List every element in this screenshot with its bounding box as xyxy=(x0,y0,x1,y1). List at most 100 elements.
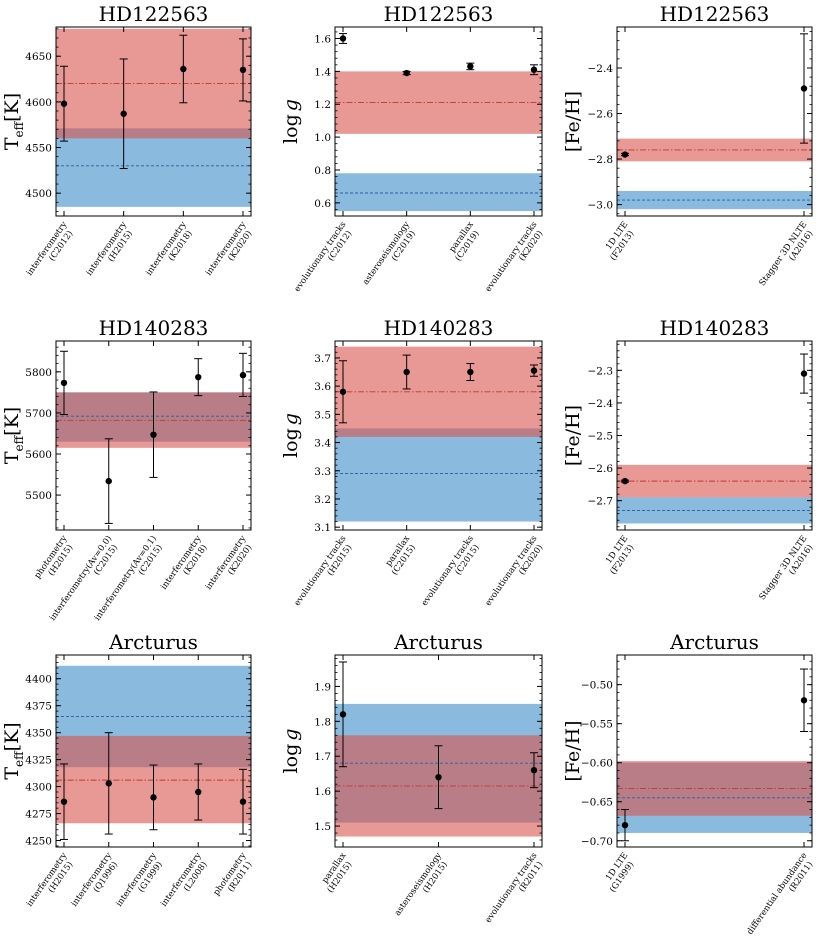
y-tick-label: −2.4 xyxy=(588,63,614,75)
y-tick-label: −2.8 xyxy=(588,154,614,166)
y-label-g: g xyxy=(280,729,302,741)
y-tick-label: 4400 xyxy=(25,674,52,686)
data-point xyxy=(403,368,410,376)
y-label-unit: [K] xyxy=(1,407,23,436)
y-label-unit: [K] xyxy=(1,93,23,122)
data-point xyxy=(150,794,157,801)
y-label-log: log xyxy=(280,428,302,458)
y-tick-label: 1.5 xyxy=(314,821,331,833)
panel-6: −2.7 −2.6 −2.5 −2.4 −2.3 1D LTE(F2013) Stagger… xyxy=(562,316,815,602)
y-axis-label: log g xyxy=(280,413,302,458)
y-tick-label: −2.6 xyxy=(588,109,614,121)
x-tick-label: photometry(H2015) xyxy=(33,534,78,587)
y-label-sub: eff xyxy=(12,750,26,767)
y-tick-label: −2.5 xyxy=(588,431,614,443)
y-axis-label: Teff[K] xyxy=(1,722,26,779)
x-tick-label: evolutionary tracks(H2015) xyxy=(292,534,356,614)
y-tick-label: 1.2 xyxy=(314,99,331,111)
y-tick-label: −2.3 xyxy=(588,365,614,377)
x-tick-label: interferometry(K2020) xyxy=(204,534,257,598)
panel-4: 5500 5600 5700 5800 photometry(H2015) interfe… xyxy=(1,316,257,623)
axes-frame xyxy=(616,654,813,848)
panel-3: −3.0 −2.8 −2.6 −2.4 1D LTE(F2013) Stagger 3D … xyxy=(562,2,815,288)
x-tick-label: interferometry(K2018) xyxy=(159,534,212,598)
y-tick-label: 3.3 xyxy=(314,466,331,478)
data-point xyxy=(800,697,808,704)
plot-area xyxy=(335,346,542,522)
y-tick-label: −0.50 xyxy=(581,680,613,692)
axes-frame xyxy=(334,26,543,217)
panel-9: −0.70 −0.65 −0.60 −0.55 −0.50 1D LTE(G1999) di… xyxy=(562,630,815,937)
y-label-log: log xyxy=(280,744,302,774)
x-tick-label-line1: evolutionary tracks xyxy=(483,220,539,294)
y-tick-label: −0.55 xyxy=(581,719,613,731)
y-tick-label: 5500 xyxy=(25,490,52,502)
x-tick-label: interferometry(L2008) xyxy=(159,851,212,915)
y-tick-label: 3.4 xyxy=(314,438,331,450)
panel-title: Arcturus xyxy=(393,630,483,654)
data-point xyxy=(60,379,68,387)
x-tick-label-line1: evolutionary tracks xyxy=(483,851,539,925)
panel-2: 0.6 0.8 1.0 1.2 1.4 1.6 evolutionary tracks(C2… xyxy=(280,2,545,294)
x-tick-label: 1D LTE(F2013) xyxy=(600,220,638,263)
y-label-main: T xyxy=(1,137,23,150)
panel-title: HD122563 xyxy=(660,2,770,26)
plot-area xyxy=(617,761,812,833)
y-label-g: g xyxy=(280,413,302,425)
y-tick-label: 1.0 xyxy=(314,132,331,144)
y-tick-label: 4350 xyxy=(25,728,52,740)
blue-band xyxy=(56,128,251,207)
data-point xyxy=(105,477,112,485)
y-tick-label: 1.4 xyxy=(314,66,331,78)
y-tick-label: 4600 xyxy=(25,97,52,109)
y-tick-label: 4650 xyxy=(25,51,52,63)
data-point xyxy=(195,788,202,796)
y-label-main: [Fe/H] xyxy=(562,720,584,781)
x-tick-label: parallax(C2015) xyxy=(382,534,421,577)
data-point xyxy=(435,773,442,781)
y-tick-label: −2.6 xyxy=(588,463,614,475)
y-tick-label: 4300 xyxy=(25,782,52,794)
panel-title: HD140283 xyxy=(99,316,209,340)
x-tick-label: interferometry(H2015) xyxy=(85,220,138,284)
data-point xyxy=(800,370,808,377)
y-label-main: T xyxy=(1,451,23,464)
y-tick-label: 4375 xyxy=(25,701,52,713)
data-point xyxy=(195,373,202,381)
y-tick-label: 5700 xyxy=(25,408,52,420)
data-point xyxy=(60,100,68,107)
y-tick-label: 4500 xyxy=(25,188,52,200)
y-axis-label: Teff[K] xyxy=(1,407,26,464)
axes-frame xyxy=(616,26,813,217)
y-tick-label: 4325 xyxy=(25,755,52,767)
y-axis-label: [Fe/H] xyxy=(562,720,584,781)
data-point xyxy=(120,110,127,117)
x-tick-label: evolutionary tracks(K2020) xyxy=(483,534,547,614)
data-point xyxy=(467,368,474,376)
data-point xyxy=(180,65,187,73)
x-tick-label-line1: evolutionary tracks xyxy=(292,534,348,608)
data-point xyxy=(530,367,538,374)
y-tick-label: −2.4 xyxy=(588,398,614,410)
y-tick-label: 3.1 xyxy=(314,522,331,534)
data-point xyxy=(403,69,410,77)
panel-title: HD140283 xyxy=(660,316,770,340)
y-axis-label: log g xyxy=(280,99,302,144)
panel-title: Arcturus xyxy=(669,630,759,654)
data-point xyxy=(800,85,808,92)
y-tick-label: 1.7 xyxy=(314,751,331,763)
plot-area xyxy=(56,28,251,207)
panel-title: HD122563 xyxy=(384,2,494,26)
y-label-unit: [K] xyxy=(1,722,23,751)
blue-band xyxy=(335,173,542,212)
y-tick-label: 4250 xyxy=(25,836,52,848)
y-tick-label: 5600 xyxy=(25,449,52,461)
y-label-main: T xyxy=(1,767,23,780)
panel-title: Arcturus xyxy=(108,630,198,654)
y-tick-label: 1.9 xyxy=(314,681,331,693)
plot-area xyxy=(617,138,812,210)
panel-title: HD140283 xyxy=(384,316,494,340)
x-tick-label: parallax(C2019) xyxy=(445,220,484,263)
data-point xyxy=(60,798,68,805)
